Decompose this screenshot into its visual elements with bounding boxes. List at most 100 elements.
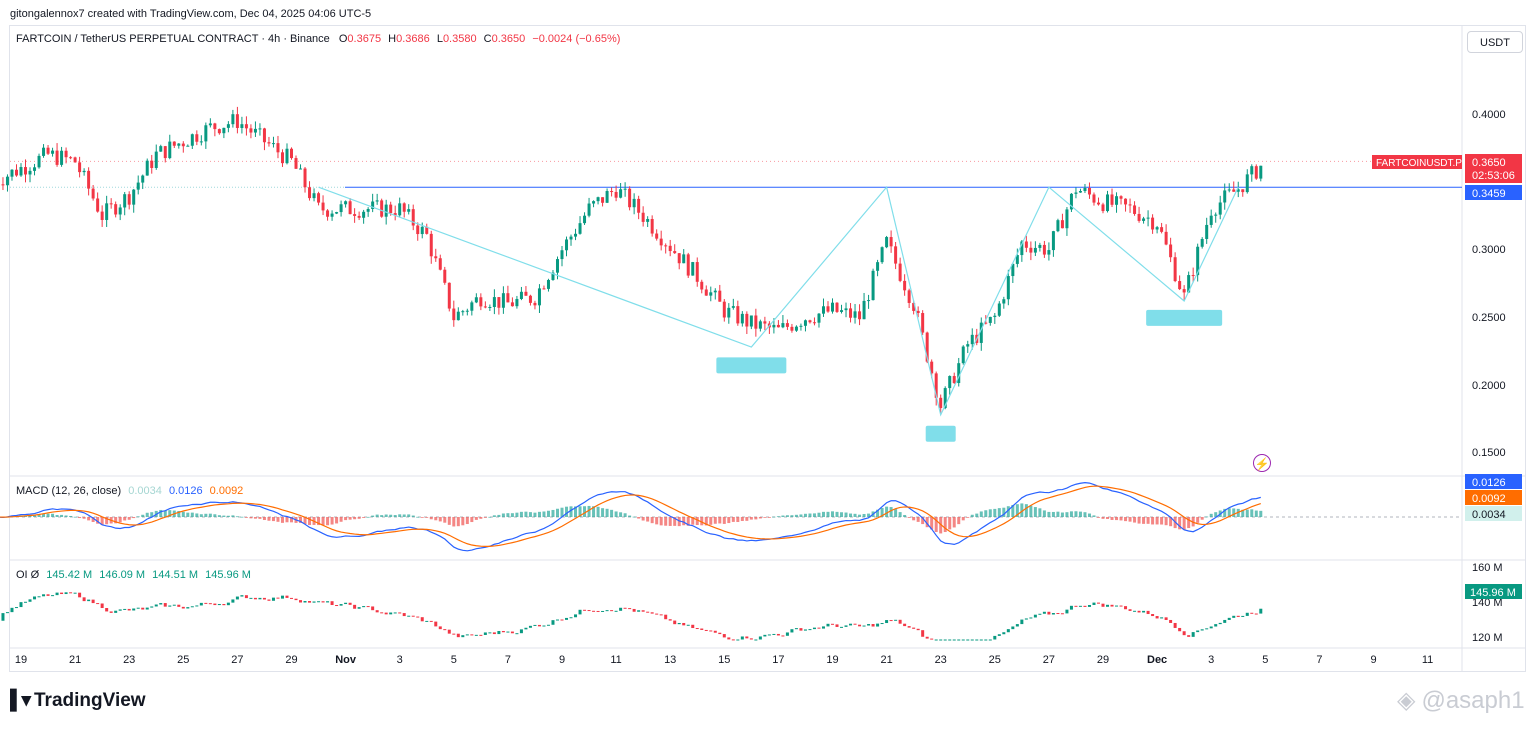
oi-candle — [24, 601, 28, 603]
symbol-title[interactable]: FARTCOIN / TetherUS PERPETUAL CONTRACT ·… — [16, 33, 330, 45]
oi-title: OI Ø — [16, 569, 40, 581]
oi-candle — [524, 627, 528, 630]
oi-candle — [82, 597, 86, 602]
macd-hist-bar — [587, 505, 591, 517]
candle-body — [551, 272, 555, 280]
macd-hist-bar — [574, 506, 578, 517]
macd-hist-bar — [357, 517, 361, 519]
oi-last-tag-bg — [1465, 584, 1522, 599]
macd-hist-bar — [87, 517, 91, 521]
currency-button[interactable]: USDT — [1467, 31, 1523, 53]
candle-body — [159, 146, 163, 152]
candle-body — [641, 212, 645, 222]
candle-body — [808, 320, 812, 323]
macd-hist-bar — [262, 517, 266, 521]
oi-candle — [1205, 628, 1209, 630]
lightning-icon[interactable]: ⚡ — [1253, 454, 1271, 472]
candle-body — [546, 279, 550, 289]
oi-candle — [1051, 613, 1055, 615]
macd-hist-bar — [299, 517, 303, 523]
macd-hist-bar — [749, 517, 753, 520]
candle-body — [434, 256, 438, 259]
candle-body — [483, 306, 487, 308]
candle-body — [407, 209, 411, 212]
macd-hist-bar — [51, 513, 55, 517]
oi-candle — [452, 633, 456, 635]
oi-candle — [1250, 612, 1254, 614]
macd-hist-bar — [704, 517, 708, 526]
candle-body — [772, 324, 776, 328]
macd-hist-bar — [105, 517, 109, 525]
macd-hist-bar — [821, 511, 825, 517]
oi-candle — [1227, 617, 1231, 620]
oi-candle — [362, 606, 366, 608]
ohlc-h-value: 0.3686 — [396, 33, 430, 45]
oi-candle — [903, 623, 907, 627]
oi-candle — [163, 603, 167, 607]
candle-body — [745, 313, 749, 327]
oi-candle — [60, 592, 64, 595]
tradingview-brand[interactable]: ▌▾ TradingView — [10, 689, 146, 712]
macd-hist-bar — [474, 517, 478, 520]
candle-body — [1254, 166, 1258, 179]
macd-hist-bar — [330, 517, 334, 525]
candle-body — [894, 246, 898, 264]
macd-hist-bar — [1205, 516, 1209, 518]
macd-legend[interactable]: MACD (12, 26, close) 0.0034 0.0126 0.009… — [16, 485, 243, 497]
macd-hist-bar — [465, 517, 469, 525]
macd-hist-bar — [1060, 512, 1064, 517]
oi-candle — [1042, 611, 1046, 614]
oi-candle — [885, 620, 889, 624]
oi-candle — [154, 604, 158, 607]
candle-body — [420, 226, 424, 235]
macd-hist-bar — [271, 517, 275, 522]
symbol-tag-bg — [1372, 155, 1462, 169]
oi-candle — [199, 602, 203, 606]
pattern-box-2 — [1146, 309, 1223, 326]
price-tick: 0.1500 — [1472, 447, 1506, 459]
oi-candle — [515, 633, 519, 635]
symbol-header[interactable]: FARTCOIN / TetherUS PERPETUAL CONTRACT ·… — [16, 33, 620, 45]
oi-candle — [650, 612, 654, 614]
oi-candle — [966, 639, 970, 641]
oi-candle — [299, 600, 303, 603]
candle-body — [700, 281, 704, 290]
oi-candle — [479, 634, 483, 636]
oi-candle — [37, 596, 41, 598]
macd-hist-bar — [208, 513, 212, 517]
oi-candle — [1173, 622, 1177, 628]
oi-candle — [118, 609, 122, 611]
oi-legend[interactable]: OI Ø 145.42 M 146.09 M 144.51 M 145.96 M — [16, 569, 251, 581]
oi-candle — [51, 595, 55, 597]
ohlc-l-value: 0.3580 — [442, 33, 477, 45]
macd-hist-bar — [452, 517, 456, 527]
time-tick: 27 — [1043, 654, 1055, 666]
candle-body — [127, 194, 131, 205]
macd-hist-bar — [1011, 504, 1015, 517]
time-tick: 29 — [285, 654, 297, 666]
macd-hist-bar — [1200, 517, 1204, 520]
candle-body — [1101, 204, 1105, 212]
candle-body — [880, 247, 884, 263]
oi-candle — [858, 624, 862, 627]
macd-hist-bar — [578, 506, 582, 517]
candle-body — [528, 295, 532, 303]
macd-hist-bar — [952, 517, 956, 528]
time-axis[interactable]: 19 21 23 25 27 29 Nov 3 5 7 9 11 13 15 17 19 21 23 25 27 29 D… — [15, 654, 1433, 666]
candle-body — [713, 290, 717, 293]
macd-hist-bar — [984, 510, 988, 517]
macd-hist-bar — [691, 517, 695, 525]
oi-candle — [510, 631, 514, 634]
hist-tag: 0.0034 — [1472, 509, 1506, 521]
macd-hist-bar — [366, 516, 370, 518]
oi-candle — [55, 592, 59, 596]
candle-body — [398, 203, 402, 216]
candle-body — [240, 124, 244, 128]
candle-body — [393, 213, 397, 216]
candle-body — [262, 128, 266, 143]
candle-body — [519, 291, 523, 299]
oi-candle — [1214, 624, 1218, 627]
macd-hist-bar — [1124, 517, 1128, 522]
macd-hist-bar — [470, 517, 474, 523]
